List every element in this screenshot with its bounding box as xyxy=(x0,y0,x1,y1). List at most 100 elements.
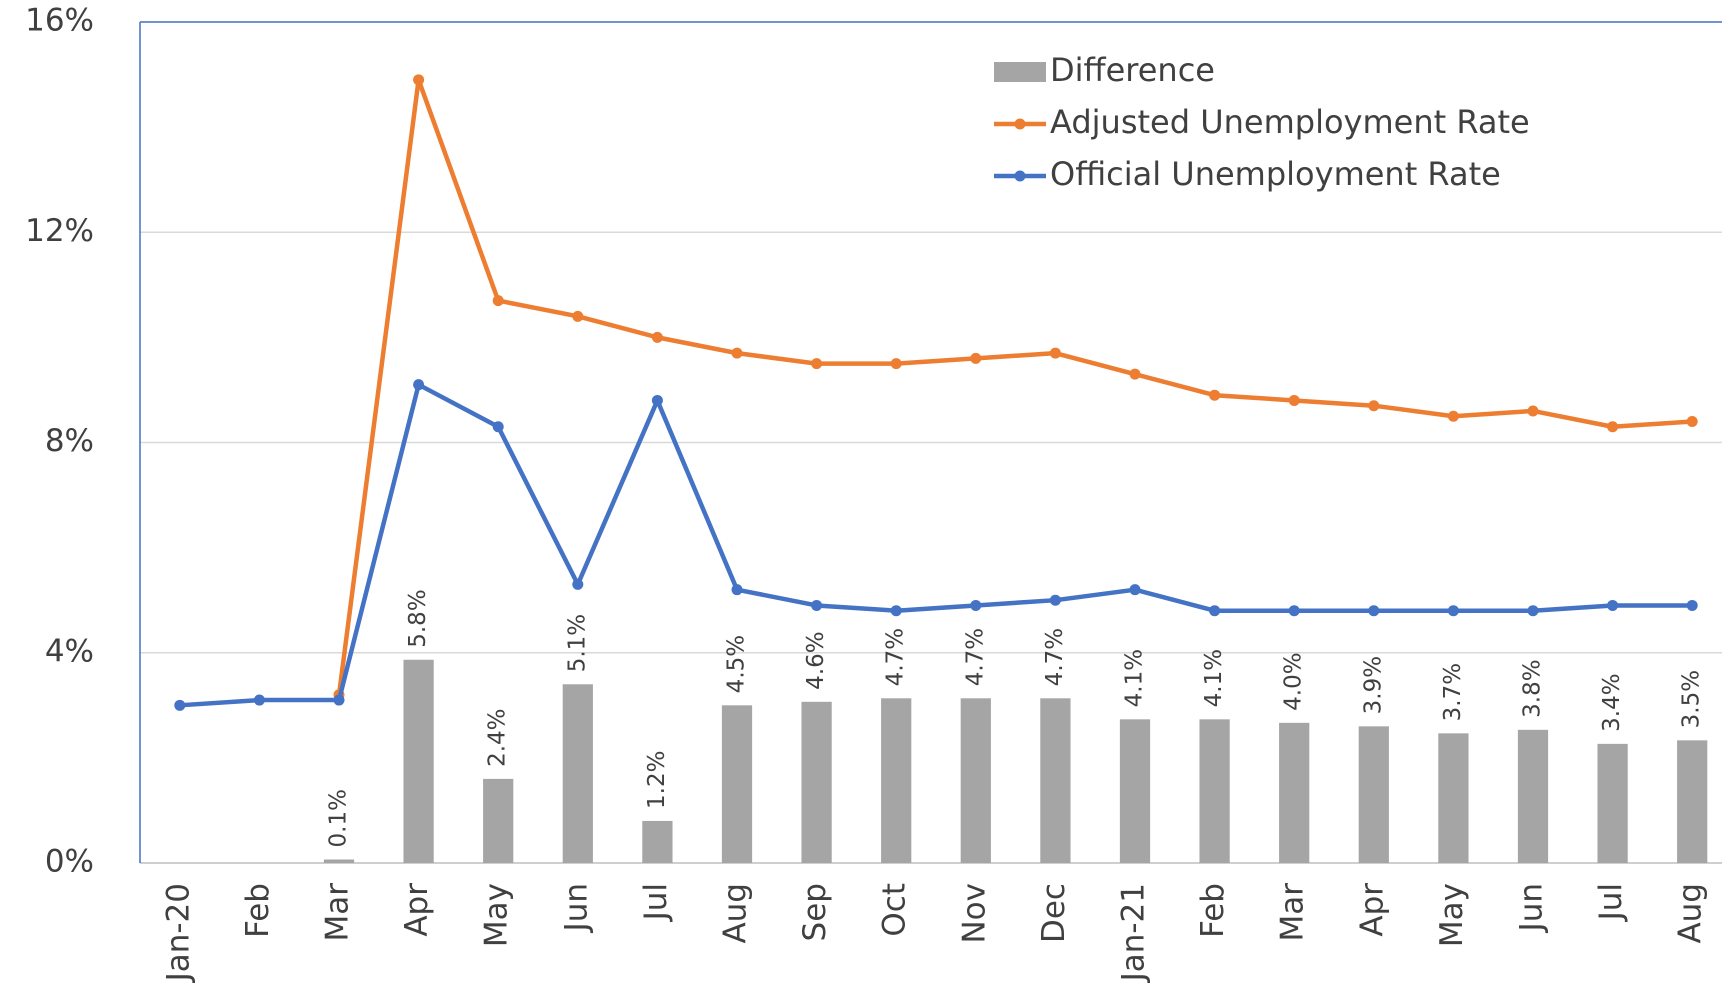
x-tick-label: Apr xyxy=(1354,883,1390,937)
data-label: 1.2% xyxy=(644,751,670,809)
x-tick-label: Jul xyxy=(638,883,674,922)
marker xyxy=(1447,605,1459,617)
data-label: 3.7% xyxy=(1440,663,1466,721)
marker xyxy=(1129,368,1141,380)
x-tick-label: Aug xyxy=(718,883,754,944)
data-label: 4.7% xyxy=(962,628,988,686)
line xyxy=(179,382,1693,708)
bar xyxy=(1199,719,1230,863)
marker xyxy=(1527,605,1539,617)
data-label: 5.8% xyxy=(405,589,431,647)
data-label: 2.4% xyxy=(485,708,511,766)
y-tick-label: 12% xyxy=(25,213,94,249)
marker xyxy=(1527,405,1539,417)
x-tick-label: Feb xyxy=(1195,883,1231,938)
marker xyxy=(1686,599,1698,611)
marker xyxy=(1209,605,1221,617)
marker xyxy=(253,694,265,706)
bar xyxy=(1517,729,1549,863)
x-tick-label: Jun xyxy=(558,883,594,933)
data-label: 4.6% xyxy=(803,631,829,689)
bar xyxy=(323,859,355,863)
marker xyxy=(1129,584,1141,596)
bar xyxy=(960,698,991,863)
data-label: 4.1% xyxy=(1122,649,1148,707)
x-tick-label: Jul xyxy=(1593,883,1629,922)
marker xyxy=(1607,421,1619,433)
legend-swatch xyxy=(994,62,1046,82)
legend-swatch xyxy=(1014,170,1026,182)
data-label: 4.1% xyxy=(1201,649,1227,707)
x-tick-label: Jan-20 xyxy=(160,883,196,983)
legend-label: Official Unemployment Rate xyxy=(1050,155,1501,193)
y-tick-label: 8% xyxy=(45,423,94,459)
x-tick-label: Feb xyxy=(240,883,276,938)
marker xyxy=(1368,400,1380,412)
marker xyxy=(651,331,663,343)
x-tick-label: Aug xyxy=(1673,883,1709,944)
x-tick-label: May xyxy=(1434,883,1470,947)
marker xyxy=(174,699,186,711)
marker xyxy=(811,599,823,611)
bar xyxy=(801,701,832,863)
x-tick-label: Jun xyxy=(1514,883,1550,933)
marker xyxy=(1209,389,1221,401)
marker xyxy=(651,394,663,406)
marker xyxy=(413,74,425,86)
y-tick-label: 4% xyxy=(45,633,94,669)
data-label: 3.8% xyxy=(1520,659,1546,717)
x-tick-label: May xyxy=(479,883,515,947)
marker xyxy=(1607,599,1619,611)
bar xyxy=(1119,719,1151,863)
x-tick-label: Jan-21 xyxy=(1116,883,1152,983)
x-tick-label: Mar xyxy=(320,883,356,942)
bar xyxy=(483,778,514,863)
x-tick-label: Oct xyxy=(877,883,913,937)
marker xyxy=(572,310,584,322)
marker xyxy=(731,347,743,359)
bar xyxy=(1040,698,1071,863)
marker xyxy=(492,295,504,307)
data-label: 4.7% xyxy=(1042,628,1068,686)
data-label: 4.5% xyxy=(724,635,750,693)
legend-label: Difference xyxy=(1050,51,1215,89)
marker xyxy=(890,358,902,370)
bar xyxy=(1438,733,1469,863)
data-label: 3.5% xyxy=(1679,670,1705,728)
data-label: 0.1% xyxy=(326,789,352,847)
marker xyxy=(1049,594,1061,606)
bar xyxy=(1677,740,1708,863)
x-tick-label: Mar xyxy=(1275,883,1311,942)
line xyxy=(336,77,1693,696)
marker xyxy=(1447,410,1459,422)
y-tick-label: 0% xyxy=(45,844,94,880)
marker xyxy=(572,578,584,590)
x-tick-label: Sep xyxy=(797,883,833,941)
marker xyxy=(413,379,425,391)
marker xyxy=(1288,394,1300,406)
marker xyxy=(890,605,902,617)
marker xyxy=(970,352,982,364)
bar xyxy=(562,684,593,863)
marker xyxy=(811,358,823,370)
marker xyxy=(1049,347,1061,359)
marker xyxy=(1686,415,1698,427)
data-label: 5.1% xyxy=(564,614,590,672)
data-label: 3.9% xyxy=(1360,656,1386,714)
marker xyxy=(731,584,743,596)
bar xyxy=(881,698,912,863)
marker xyxy=(970,599,982,611)
legend-label: Adjusted Unemployment Rate xyxy=(1050,103,1530,141)
bar xyxy=(1597,743,1628,863)
bar xyxy=(403,659,434,863)
data-label: 4.0% xyxy=(1281,652,1307,710)
y-tick-label: 16% xyxy=(25,3,94,39)
data-label: 4.7% xyxy=(883,628,909,686)
x-tick-label: Nov xyxy=(956,883,992,944)
bar xyxy=(1358,726,1389,863)
data-label: 3.4% xyxy=(1599,673,1625,731)
marker xyxy=(492,421,504,433)
x-tick-label: Apr xyxy=(399,883,435,937)
marker xyxy=(333,694,345,706)
legend-swatch xyxy=(1014,118,1026,130)
